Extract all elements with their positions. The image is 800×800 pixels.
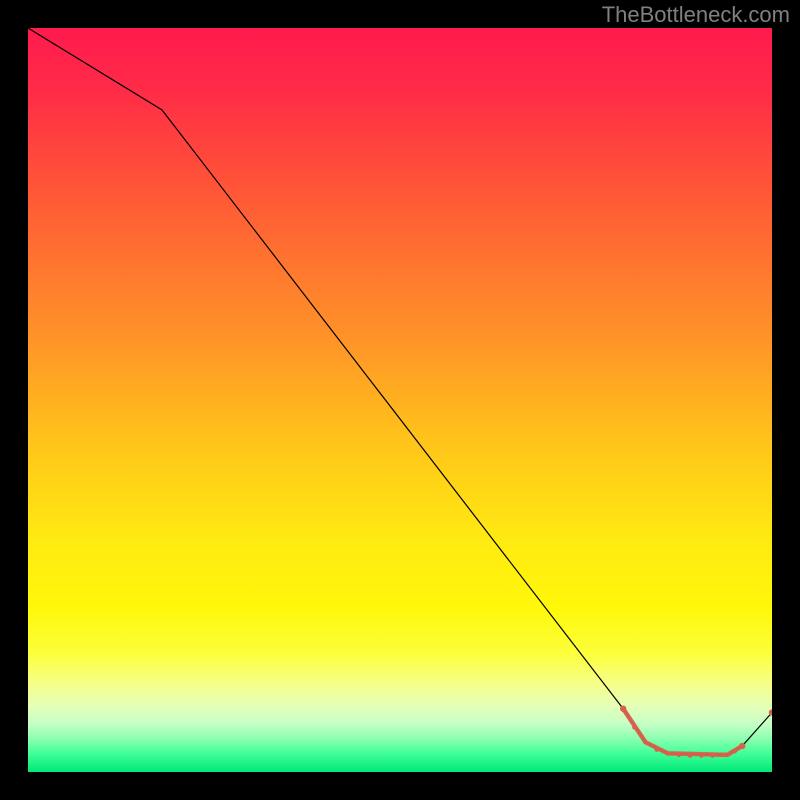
marker-dot xyxy=(688,753,692,757)
marker-dot xyxy=(739,743,745,749)
marker-dot xyxy=(632,725,636,729)
marker-dot xyxy=(643,740,647,744)
marker-dot xyxy=(733,749,737,753)
plot-svg xyxy=(28,28,772,772)
marker-dot xyxy=(654,747,658,751)
marker-dot xyxy=(677,753,681,757)
marker-dot xyxy=(699,753,703,757)
plot-area xyxy=(28,28,772,772)
marker-dot xyxy=(666,751,670,755)
marker-dot xyxy=(721,753,725,757)
gradient-background xyxy=(28,28,772,772)
marker-dot xyxy=(710,753,714,757)
chart-container: TheBottleneck.com xyxy=(0,0,800,800)
marker-dot xyxy=(620,706,626,712)
watermark-label: TheBottleneck.com xyxy=(602,2,790,28)
